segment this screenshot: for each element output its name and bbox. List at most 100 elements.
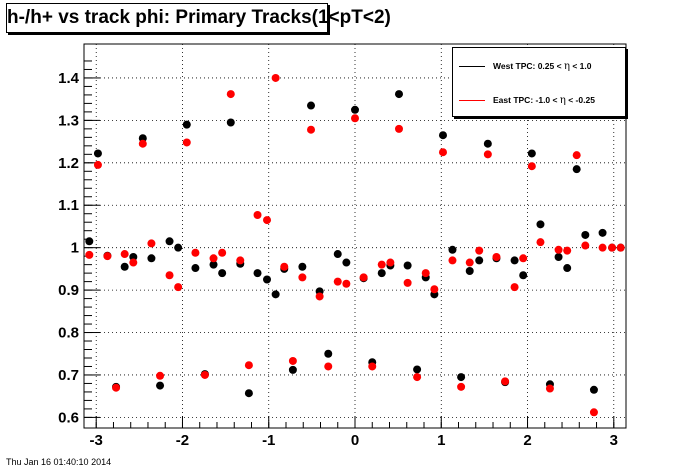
data-point-series-0 <box>394 90 403 99</box>
data-point-series-1 <box>359 273 368 282</box>
x-tick-label: -3 <box>90 432 103 449</box>
data-point-series-0 <box>438 131 447 140</box>
data-point-series-1 <box>315 292 324 301</box>
x-tick-label: 1 <box>437 432 445 449</box>
data-point-series-0 <box>554 253 563 262</box>
data-point-series-0 <box>448 245 457 254</box>
data-point-series-1 <box>438 148 447 157</box>
x-tick-label: -2 <box>176 432 189 449</box>
data-point-series-1 <box>527 162 536 171</box>
y-tick-label: 0.8 <box>58 325 79 342</box>
data-point-series-1 <box>465 258 474 267</box>
data-point-series-1 <box>333 277 342 286</box>
data-point-series-0 <box>527 149 536 158</box>
data-point-series-0 <box>403 261 412 270</box>
y-tick-label: 0.6 <box>58 409 79 426</box>
data-point-series-1 <box>501 377 510 386</box>
legend-east-post: < -0.25 <box>568 95 595 105</box>
data-point-series-1 <box>138 139 147 148</box>
data-point-series-1 <box>147 239 156 248</box>
data-point-series-0 <box>253 269 262 278</box>
y-tick-label: 1.3 <box>58 112 79 129</box>
data-point-series-1 <box>324 362 333 371</box>
data-point-series-1 <box>616 243 625 252</box>
x-tick-label: 0 <box>351 432 359 449</box>
data-point-series-0 <box>85 237 94 246</box>
data-point-series-1 <box>377 260 386 269</box>
data-point-series-1 <box>598 243 607 252</box>
data-point-series-1 <box>351 114 359 123</box>
legend-east-eta: η <box>559 95 566 106</box>
data-point-series-1 <box>191 248 200 257</box>
data-point-series-0 <box>271 290 280 299</box>
y-tick-label: 1.1 <box>58 197 79 214</box>
data-point-series-0 <box>377 269 386 278</box>
data-point-series-0 <box>263 275 272 284</box>
data-point-series-0 <box>93 149 102 158</box>
y-tick-label: 0.9 <box>58 282 79 299</box>
data-point-series-0 <box>598 228 607 237</box>
data-point-series-1 <box>536 238 545 247</box>
chart-title: h-/h+ vs track phi: Primary Tracks(1<pT<… <box>6 3 391 33</box>
data-point-series-1 <box>129 258 138 267</box>
data-point-series-0 <box>519 271 528 280</box>
legend-line-west <box>459 66 485 67</box>
data-point-series-1 <box>430 285 439 294</box>
data-point-series-1 <box>174 283 183 292</box>
data-point-series-1 <box>209 254 218 263</box>
data-point-series-0 <box>475 256 484 265</box>
data-points <box>85 73 625 417</box>
data-point-series-0 <box>226 118 235 127</box>
data-point-series-1 <box>120 250 129 259</box>
data-point-series-1 <box>288 356 297 365</box>
data-point-series-1 <box>85 250 94 259</box>
x-tick-label: -1 <box>262 432 275 449</box>
data-point-series-1 <box>103 252 112 261</box>
data-point-series-1 <box>510 283 519 292</box>
data-point-series-0 <box>510 256 519 265</box>
data-point-series-1 <box>165 271 174 280</box>
data-point-series-0 <box>572 165 581 174</box>
data-point-series-0 <box>351 105 359 114</box>
data-point-series-0 <box>333 250 342 259</box>
y-tick-label: 0.7 <box>58 367 79 384</box>
data-point-series-1 <box>554 245 563 254</box>
data-point-series-1 <box>244 361 253 370</box>
data-point-series-0 <box>483 139 492 148</box>
data-point-series-1 <box>572 151 581 160</box>
data-point-series-0 <box>298 262 307 271</box>
timestamp: Thu Jan 16 01:40:10 2014 <box>6 457 112 467</box>
data-point-series-1 <box>263 216 272 225</box>
legend-label-west: West TPC: 0.25 < η < 1.0 <box>493 61 591 72</box>
data-point-series-0 <box>182 120 191 129</box>
data-point-series-1 <box>112 383 121 392</box>
data-point-series-1 <box>492 253 501 262</box>
data-point-series-0 <box>156 381 165 390</box>
data-point-series-1 <box>581 241 590 250</box>
data-point-series-1 <box>280 262 289 271</box>
y-tick-label: 1.2 <box>58 155 79 172</box>
data-point-series-1 <box>218 248 227 257</box>
data-point-series-1 <box>475 246 484 255</box>
data-point-series-0 <box>165 237 174 246</box>
x-axis: -3 -2 -1 0 1 2 3 <box>90 416 618 449</box>
data-point-series-1 <box>403 278 412 287</box>
data-point-series-1 <box>307 125 316 134</box>
data-point-series-1 <box>448 256 457 265</box>
data-point-series-1 <box>93 160 102 169</box>
y-tick-label: 1.4 <box>58 70 80 87</box>
data-point-series-0 <box>129 253 138 262</box>
x-tick-label: 2 <box>523 432 531 449</box>
y-tick-label: 1 <box>71 240 79 257</box>
data-point-series-0 <box>589 385 598 394</box>
legend-label-east: East TPC: -1.0 < η < -0.25 <box>493 95 595 106</box>
data-point-series-0 <box>324 349 333 358</box>
data-point-series-0 <box>147 254 156 263</box>
data-point-series-1 <box>253 210 262 219</box>
data-point-series-1 <box>394 124 403 133</box>
data-point-series-0 <box>191 264 200 273</box>
data-point-series-1 <box>368 362 377 371</box>
data-point-series-0 <box>307 101 316 110</box>
legend-line-east <box>459 100 485 101</box>
data-point-series-0 <box>563 264 572 273</box>
